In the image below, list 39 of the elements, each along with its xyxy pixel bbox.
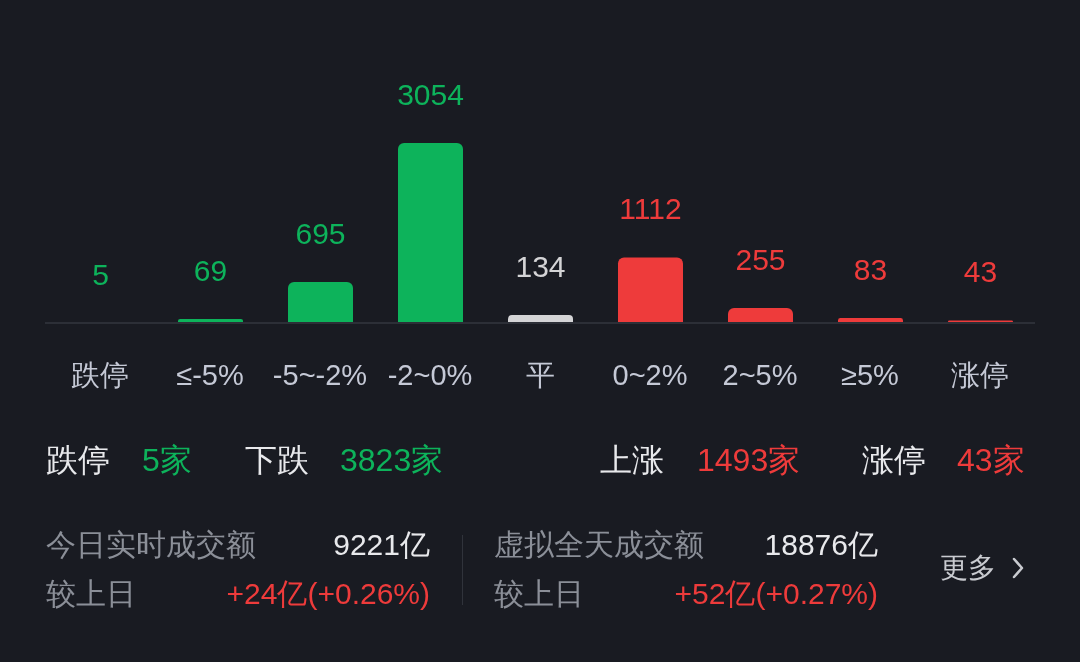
text: 3823家 [340,440,444,480]
text: 较上日 [494,576,584,612]
bar [398,143,463,323]
text: +52亿(+0.27%) [674,576,878,612]
bar [288,282,353,323]
x-tick-label: 0~2% [612,358,688,391]
text: 43家 [957,440,1025,480]
bar [618,257,683,323]
text: 较上日 [46,576,136,612]
x-tick-label: 跌停 [71,358,129,391]
text: 今日实时成交额 [46,527,256,563]
text: 18876亿 [764,527,878,563]
data-label: 695 [295,216,346,250]
data-label: 255 [735,242,786,276]
text: +24亿(+0.26%) [226,576,430,612]
data-label: 1112 [619,192,682,226]
text: 跌停 [46,440,110,480]
text: 上涨 [600,440,664,480]
text: 更多 [940,551,996,585]
data-label: 83 [853,253,888,287]
text: 下跌 [245,440,309,480]
text: 虚拟全天成交额 [494,527,704,563]
x-tick-label: 涨停 [951,358,1009,391]
data-label: 5 [92,257,109,291]
bar [728,307,793,323]
x-tick-label: -2~0% [387,358,473,391]
data-label: 3054 [397,77,464,111]
text: 9221亿 [333,527,430,563]
data-label: 134 [515,250,566,284]
x-tick-label: -5~-2% [272,358,368,391]
x-tick-label: 2~5% [722,358,798,391]
data-label: 43 [963,255,998,289]
data-label: 69 [193,253,228,287]
text: 5家 [142,440,192,480]
x-tick-label: ≤-5% [176,358,244,391]
text: 涨停 [862,440,926,480]
x-tick-label: 平 [525,358,555,391]
x-tick-label: ≥5% [841,358,899,391]
text: 1493家 [697,440,801,480]
